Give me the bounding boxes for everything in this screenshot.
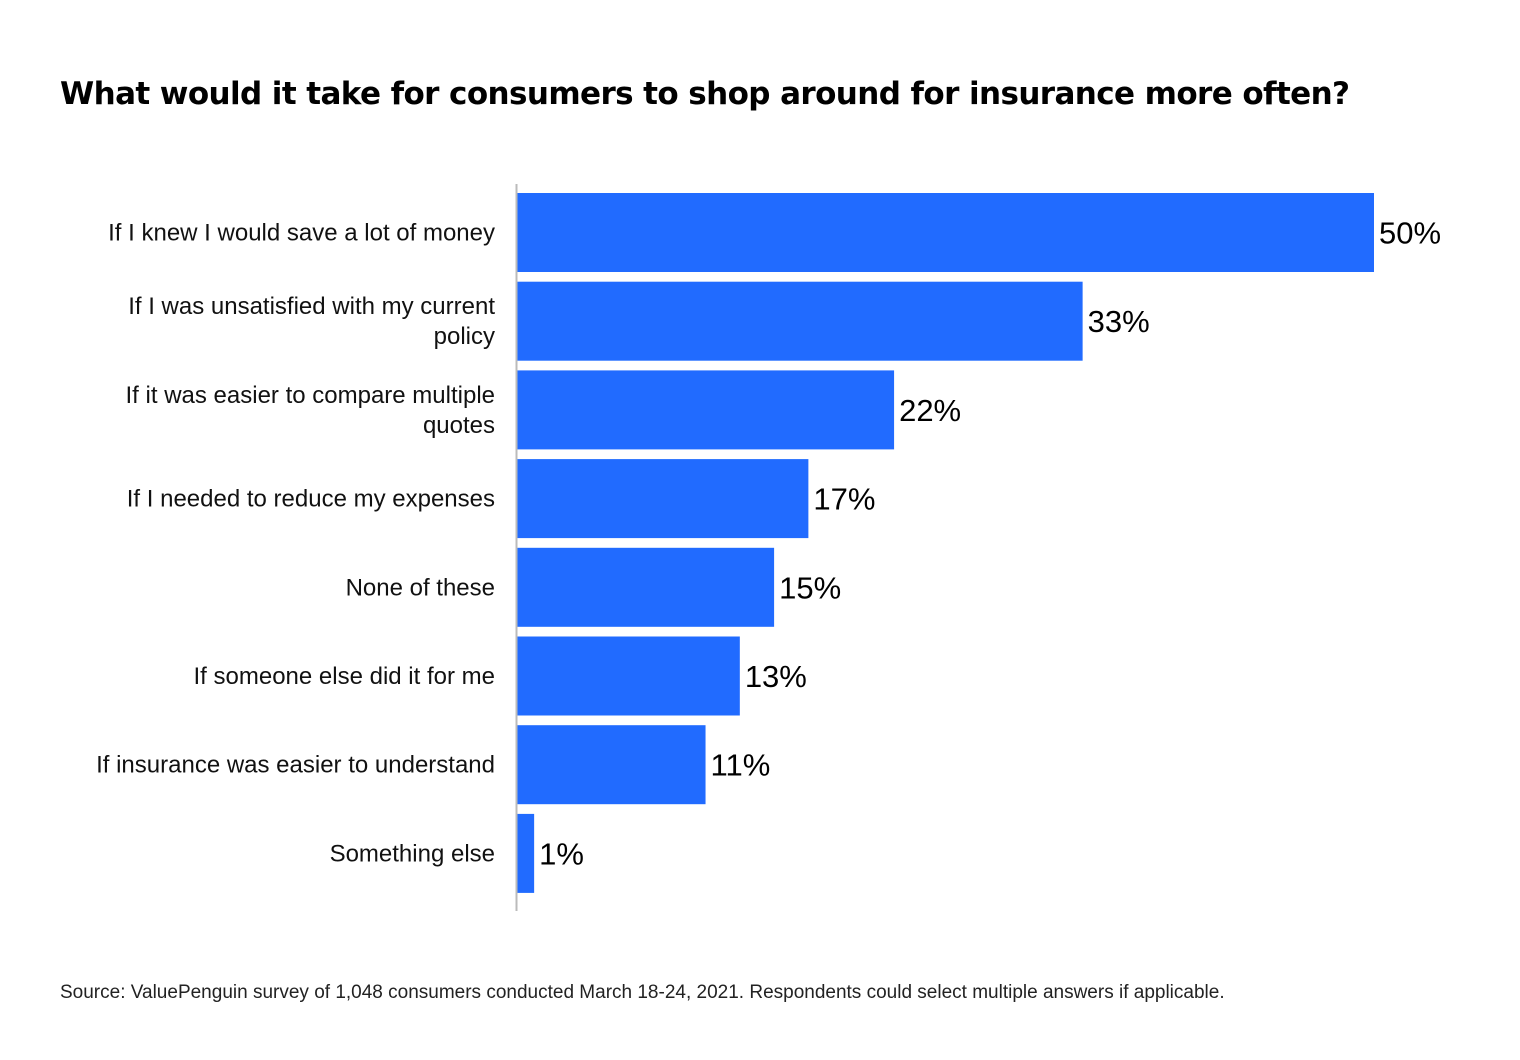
- category-label-4: If I needed to reduce my expenses: [127, 486, 495, 513]
- category-label-line: None of these: [346, 574, 495, 601]
- category-label-line: policy: [434, 323, 495, 350]
- category-label-1: If I knew I would save a lot of money: [108, 220, 495, 247]
- bar-4: [517, 459, 809, 539]
- category-label-2: If I was unsatisfied with my current poli…: [128, 293, 495, 350]
- bar-8: [517, 813, 535, 893]
- category-label-line: Something else: [330, 840, 495, 867]
- bar-1: [517, 193, 1374, 272]
- category-label-line: If I needed to reduce my expenses: [127, 486, 495, 513]
- category-label-line: If someone else did it for me: [194, 663, 495, 690]
- chart-title: What would it take for consumers to shop…: [60, 76, 1350, 112]
- source-note: Source: ValuePenguin survey of 1,048 con…: [60, 982, 1225, 1003]
- value-labels-group: 50% 33% 22% 17% 15% 13% 11% 1%: [539, 216, 1441, 872]
- category-label-line: If it was easier to compare multiple: [126, 382, 495, 409]
- category-label-3: If it was easier to compare multiple quot…: [126, 382, 495, 439]
- value-label-3: 22%: [899, 393, 961, 428]
- bar-3: [517, 370, 895, 450]
- category-label-line: If I knew I would save a lot of money: [108, 220, 495, 247]
- category-label-7: If insurance was easier to understand: [96, 752, 495, 779]
- bar-7: [517, 725, 706, 805]
- value-label-6: 13%: [745, 659, 807, 694]
- bars-group: [517, 193, 1374, 893]
- value-label-1: 50%: [1379, 216, 1441, 251]
- bar-2: [517, 281, 1083, 361]
- category-labels-group: If I knew I would save a lot of money If …: [96, 220, 495, 868]
- category-label-6: If someone else did it for me: [194, 663, 495, 690]
- category-label-8: Something else: [330, 840, 495, 867]
- bar-6: [517, 636, 740, 716]
- value-label-5: 15%: [779, 570, 841, 605]
- value-label-7: 11%: [711, 748, 771, 783]
- value-label-4: 17%: [813, 482, 875, 517]
- value-label-8: 1%: [539, 836, 584, 871]
- category-label-line: If I was unsatisfied with my current: [128, 293, 495, 320]
- value-label-2: 33%: [1088, 304, 1150, 339]
- category-label-5: None of these: [346, 574, 495, 601]
- category-label-line: quotes: [423, 412, 495, 439]
- category-label-line: If insurance was easier to understand: [96, 752, 495, 779]
- bar-5: [517, 547, 775, 627]
